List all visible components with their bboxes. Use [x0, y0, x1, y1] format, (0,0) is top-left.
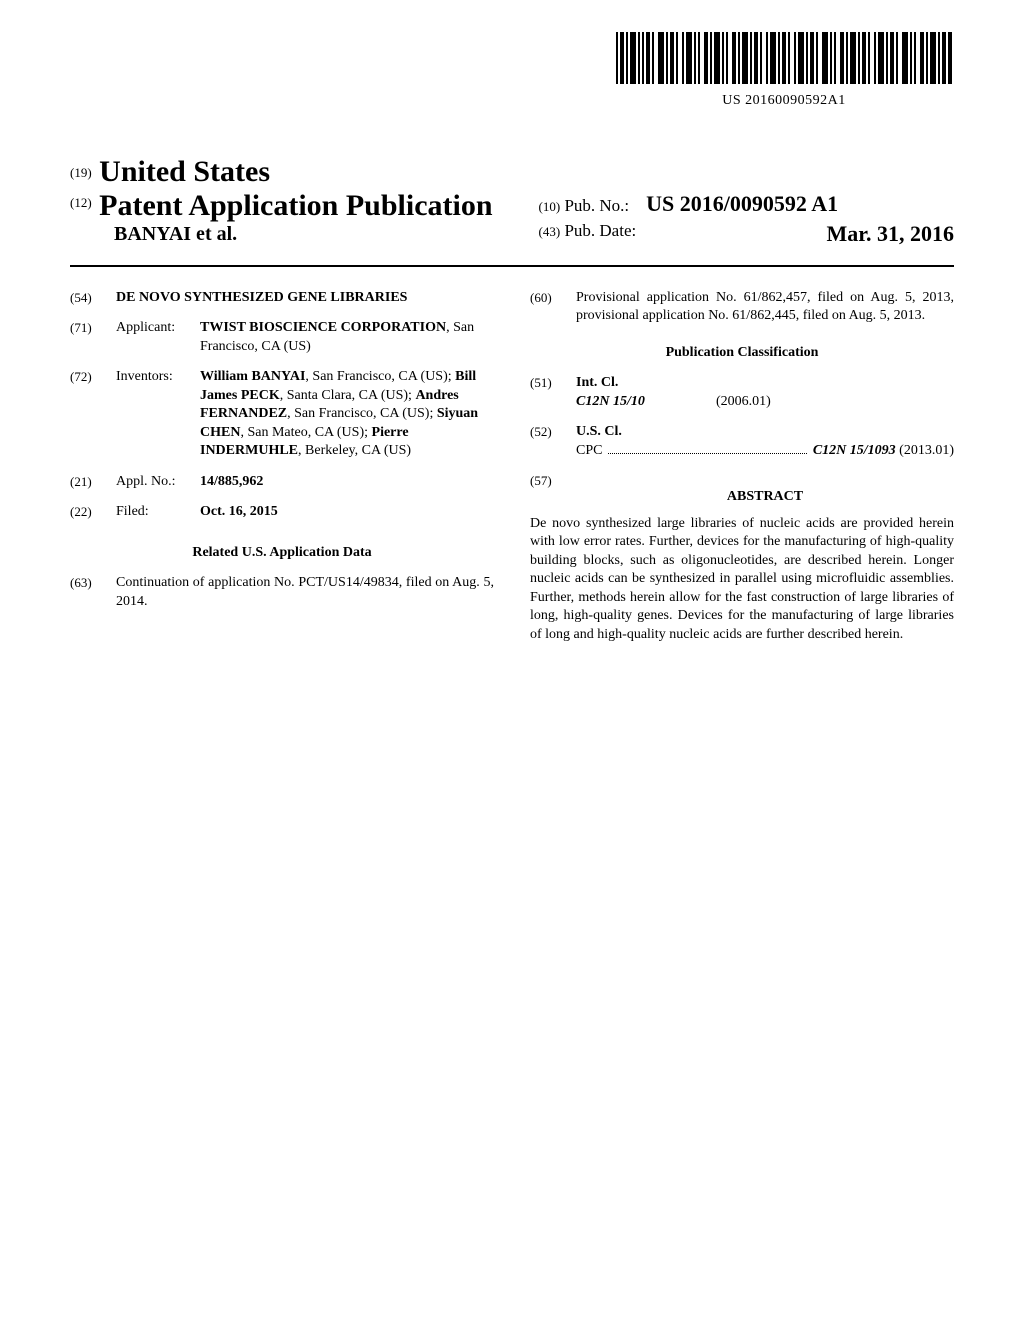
applicant-label: Applicant:	[116, 319, 200, 356]
abstract-text: De novo synthesized large libraries of n…	[530, 515, 954, 644]
authors-line: BANYAI et al.	[114, 223, 512, 246]
pub-type-line: (12) Patent Application Publication	[70, 191, 512, 221]
top-right-block: US 20160090592A1	[614, 30, 954, 109]
pub-no-line: (10) Pub. No.: US 2016/0090592 A1	[539, 191, 954, 217]
intcl-label: Int. Cl.	[576, 375, 618, 390]
pub-date-value: Mar. 31, 2016	[826, 221, 954, 247]
filed-bold: Oct. 16, 2015	[200, 504, 278, 519]
applicant-name: TWIST BIOSCIENCE CORPORATION	[200, 320, 446, 335]
title-entry: (54) DE NOVO SYNTHESIZED GENE LIBRARIES	[70, 289, 494, 307]
classification-heading: Publication Classification	[530, 344, 954, 362]
title-tag: (54)	[70, 289, 116, 307]
intcl-code: C12N 15/10	[576, 393, 716, 411]
provisional-text: Provisional application No. 61/862,457, …	[576, 289, 954, 326]
uscl-entry: (52) U.S. Cl. CPC C12N 15/1093 (2013.01)	[530, 423, 954, 460]
pub-date-label: Pub. Date:	[564, 221, 636, 240]
pub-type-tag: (12)	[70, 195, 92, 210]
filed-value: Oct. 16, 2015	[200, 503, 494, 521]
pub-no-label: Pub. No.:	[564, 196, 629, 215]
inventors-entry: (72) Inventors: William BANYAI, San Fran…	[70, 368, 494, 460]
inventors-value: William BANYAI, San Francisco, CA (US); …	[200, 368, 494, 460]
continuation-text: Continuation of application No. PCT/US14…	[116, 574, 494, 611]
header-left: (19) United States (12) Patent Applicati…	[70, 155, 512, 246]
divider-rule	[70, 265, 954, 267]
abstract-label: ABSTRACT	[576, 488, 954, 506]
provisional-tag: (60)	[530, 289, 576, 326]
country-tag: (19)	[70, 165, 92, 180]
cpc-line: CPC C12N 15/1093 (2013.01)	[576, 442, 954, 460]
applicant-entry: (71) Applicant: TWIST BIOSCIENCE CORPORA…	[70, 319, 494, 356]
cpc-date: (2013.01)	[899, 442, 954, 460]
applicant-value: TWIST BIOSCIENCE CORPORATION, San Franci…	[200, 319, 494, 356]
filed-entry: (22) Filed: Oct. 16, 2015	[70, 503, 494, 521]
uscl-value: U.S. Cl. CPC C12N 15/1093 (2013.01)	[576, 423, 954, 460]
intcl-entry: (51) Int. Cl. C12N 15/10 (2006.01)	[530, 374, 954, 411]
patent-front-page: US 20160090592A1 (19) United States (12)…	[0, 0, 1024, 1320]
two-column-body: (54) DE NOVO SYNTHESIZED GENE LIBRARIES …	[70, 277, 954, 644]
abstract-tag: (57)	[530, 472, 576, 512]
provisional-entry: (60) Provisional application No. 61/862,…	[530, 289, 954, 326]
cpc-code: C12N 15/1093	[813, 442, 896, 460]
inventors-label: Inventors:	[116, 368, 200, 460]
continuation-entry: (63) Continuation of application No. PCT…	[70, 574, 494, 611]
intcl-tag: (51)	[530, 374, 576, 411]
applicant-tag: (71)	[70, 319, 116, 356]
filed-tag: (22)	[70, 503, 116, 521]
continuation-tag: (63)	[70, 574, 116, 611]
header-right: (10) Pub. No.: US 2016/0090592 A1 (43) P…	[539, 155, 954, 247]
country-line: (19) United States	[70, 155, 512, 189]
country-name: United States	[99, 155, 270, 188]
uscl-label: U.S. Cl.	[576, 424, 622, 439]
appl-no-value: 14/885,962	[200, 473, 494, 491]
cpc-dots	[608, 444, 806, 453]
appl-no-label: Appl. No.:	[116, 473, 200, 491]
filed-label: Filed:	[116, 503, 200, 521]
related-heading: Related U.S. Application Data	[70, 544, 494, 562]
doc-number-small: US 20160090592A1	[614, 93, 954, 109]
abstract-heading-row: (57) ABSTRACT	[530, 472, 954, 512]
uscl-tag: (52)	[530, 423, 576, 460]
right-column: (60) Provisional application No. 61/862,…	[530, 277, 954, 644]
intcl-date: (2006.01)	[716, 393, 771, 411]
inventors-tag: (72)	[70, 368, 116, 460]
appl-no-tag: (21)	[70, 473, 116, 491]
pub-date-line: (43) Pub. Date: Mar. 31, 2016	[539, 221, 954, 241]
header-row: (19) United States (12) Patent Applicati…	[70, 155, 954, 247]
appl-no-bold: 14/885,962	[200, 474, 263, 489]
barcode	[614, 30, 954, 86]
title-text: DE NOVO SYNTHESIZED GENE LIBRARIES	[116, 289, 494, 307]
cpc-label: CPC	[576, 442, 602, 460]
pub-type-text: Patent Application Publication	[99, 189, 492, 222]
pub-no-tag: (10)	[539, 199, 561, 214]
pub-no-value: US 2016/0090592 A1	[646, 191, 838, 216]
appl-no-entry: (21) Appl. No.: 14/885,962	[70, 473, 494, 491]
intcl-value: Int. Cl. C12N 15/10 (2006.01)	[576, 374, 954, 411]
pub-date-tag: (43)	[539, 224, 561, 239]
left-column: (54) DE NOVO SYNTHESIZED GENE LIBRARIES …	[70, 277, 494, 644]
